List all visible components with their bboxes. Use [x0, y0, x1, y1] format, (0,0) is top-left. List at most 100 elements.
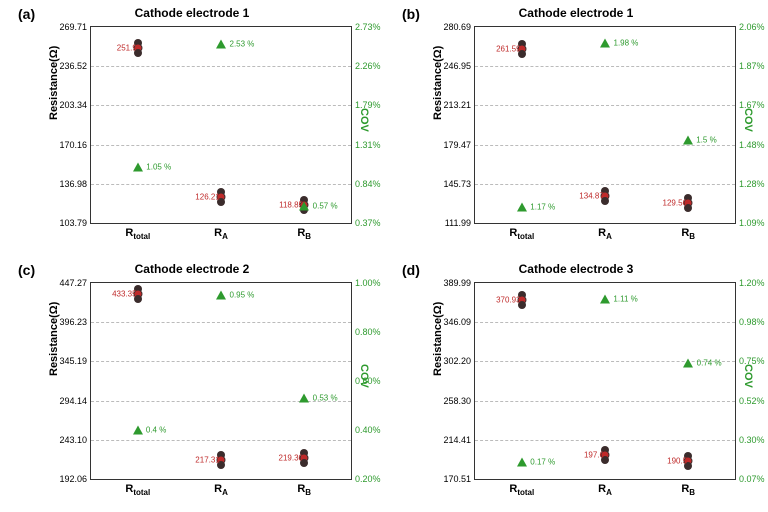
y-left-label: Resistance(Ω) [432, 46, 444, 120]
gridline [475, 401, 735, 402]
cov-value: 0.57 % [313, 202, 338, 211]
ytick-left: 111.99 [445, 218, 471, 228]
plot-area: 111.99145.73179.47213.21246.95280.691.09… [474, 26, 736, 224]
gridline [91, 440, 351, 441]
cov-marker [216, 291, 226, 300]
resistance-value: 251.9 [117, 44, 137, 53]
xcat: RA [598, 227, 612, 241]
panel-title: Cathode electrode 1 [384, 6, 768, 20]
cov-value: 0.17 % [530, 457, 555, 466]
ytick-right: 1.31% [355, 140, 381, 150]
ytick-left: 236.52 [59, 61, 87, 71]
ytick-left: 192.06 [59, 474, 87, 484]
cov-marker [216, 39, 226, 48]
gridline [475, 184, 735, 185]
gridline [91, 184, 351, 185]
ytick-right: 2.06% [739, 22, 765, 32]
cov-marker [299, 394, 309, 403]
cov-marker [133, 426, 143, 435]
ytick-left: 136.98 [59, 179, 87, 189]
cov-value: 0.4 % [146, 426, 166, 435]
y-left-label: Resistance(Ω) [432, 302, 444, 376]
ytick-left: 214.41 [443, 435, 471, 445]
panel-c: (c)Cathode electrode 2Resistance(Ω)COV19… [0, 256, 384, 512]
ytick-left: 345.19 [59, 356, 87, 366]
ytick-right: 1.28% [739, 179, 765, 189]
gridline [91, 66, 351, 67]
cov-value: 2.53 % [229, 39, 254, 48]
ytick-left: 213.21 [443, 100, 471, 110]
resistance-value: 197.6 [584, 450, 604, 459]
ytick-right: 1.00% [355, 278, 381, 288]
cov-value: 0.53 % [313, 394, 338, 403]
ytick-right: 0.80% [355, 327, 381, 337]
ytick-left: 145.73 [443, 179, 471, 189]
resistance-value: 261.59 [496, 45, 520, 54]
ytick-left: 203.34 [59, 100, 87, 110]
xcat: RA [598, 483, 612, 497]
ytick-left: 258.30 [443, 396, 471, 406]
panel-title: Cathode electrode 3 [384, 262, 768, 276]
ytick-right: 0.98% [739, 317, 765, 327]
cov-marker [600, 39, 610, 48]
ytick-right: 0.84% [355, 179, 381, 189]
xcat: Rtotal [125, 483, 150, 497]
cov-value: 1.98 % [613, 39, 638, 48]
resistance-value: 190.5 [667, 457, 687, 466]
xcat: RA [214, 227, 228, 241]
ytick-left: 280.69 [443, 22, 471, 32]
gridline [91, 105, 351, 106]
ytick-left: 302.20 [443, 356, 471, 366]
y-left-label: Resistance(Ω) [48, 46, 60, 120]
ytick-right: 1.09% [739, 218, 765, 228]
ytick-right: 1.79% [355, 100, 381, 110]
gridline [91, 322, 351, 323]
cov-value: 1.17 % [530, 202, 555, 211]
ytick-right: 2.26% [355, 61, 381, 71]
cov-marker [683, 358, 693, 367]
figure-grid: (a)Cathode electrode 1Resistance(Ω)COV10… [0, 0, 768, 512]
ytick-left: 269.71 [59, 22, 87, 32]
ytick-right: 1.87% [739, 61, 765, 71]
panel-a: (a)Cathode electrode 1Resistance(Ω)COV10… [0, 0, 384, 256]
xcat: RB [681, 483, 695, 497]
cov-marker [517, 202, 527, 211]
ytick-right: 0.75% [739, 356, 765, 366]
ytick-left: 346.09 [443, 317, 471, 327]
cov-value: 0.74 % [697, 358, 722, 367]
ytick-left: 447.27 [59, 278, 87, 288]
resistance-value: 217.31 [195, 455, 219, 464]
ytick-right: 0.60% [355, 376, 381, 386]
y-left-label: Resistance(Ω) [48, 302, 60, 376]
ytick-right: 1.48% [739, 140, 765, 150]
ytick-right: 1.67% [739, 100, 765, 110]
ytick-right: 0.37% [355, 218, 381, 228]
ytick-right: 0.40% [355, 425, 381, 435]
y-right-label: COV [742, 364, 754, 388]
ytick-left: 243.10 [59, 435, 87, 445]
y-right-label: COV [358, 108, 370, 132]
cov-value: 1.11 % [613, 294, 637, 303]
plot-area: 192.06243.10294.14345.19396.23447.270.20… [90, 282, 352, 480]
ytick-right: 1.20% [739, 278, 765, 288]
xcat: Rtotal [125, 227, 150, 241]
ytick-right: 2.73% [355, 22, 381, 32]
ytick-right: 0.07% [739, 474, 765, 484]
cov-value: 1.5 % [696, 136, 716, 145]
xcat: RB [297, 483, 311, 497]
panel-b: (b)Cathode electrode 1Resistance(Ω)COV11… [384, 0, 768, 256]
panel-title: Cathode electrode 2 [0, 262, 384, 276]
gridline [475, 440, 735, 441]
ytick-left: 396.23 [59, 317, 87, 327]
xcat: Rtotal [509, 483, 534, 497]
ytick-left: 294.14 [59, 396, 87, 406]
ytick-right: 0.30% [739, 435, 765, 445]
cov-marker [299, 202, 309, 211]
plot-area: 170.51214.41258.30302.20346.09389.990.07… [474, 282, 736, 480]
gridline [475, 105, 735, 106]
cov-marker [683, 136, 693, 145]
xcat: RB [297, 227, 311, 241]
cov-value: 0.95 % [229, 291, 254, 300]
y-right-label: COV [742, 108, 754, 132]
gridline [91, 361, 351, 362]
